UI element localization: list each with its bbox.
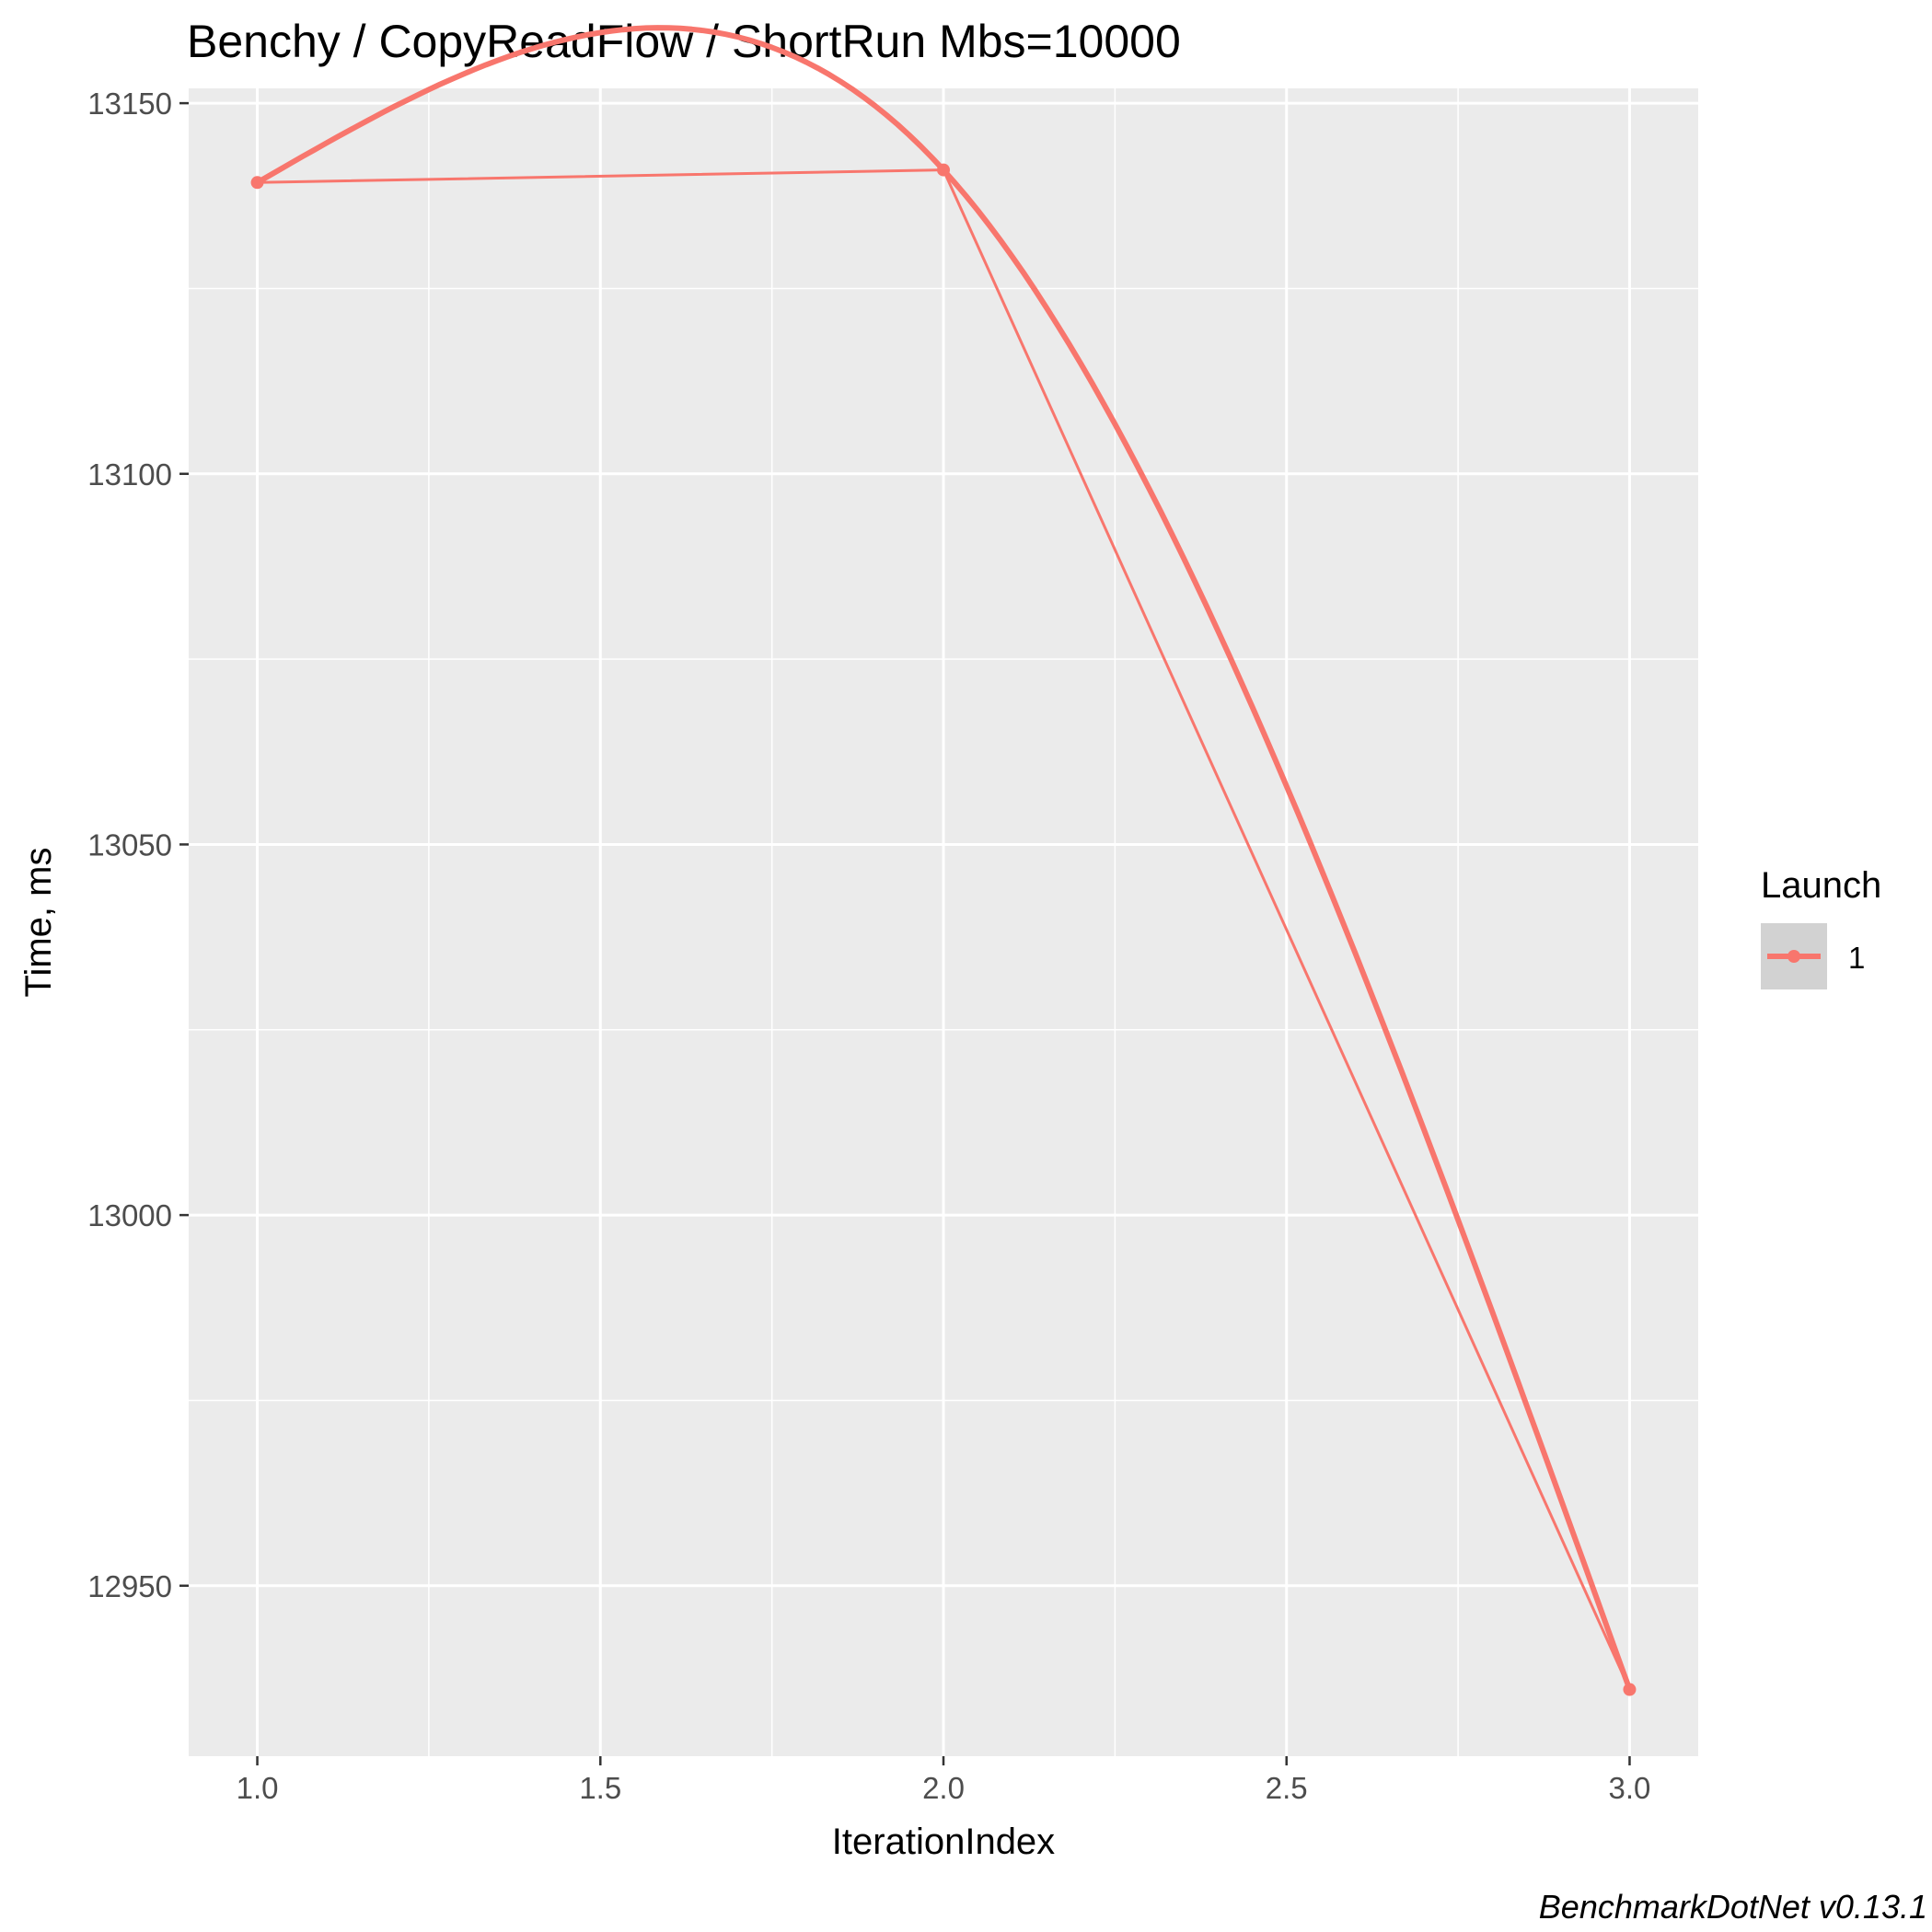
y-tick-label: 13050 [87,827,172,862]
data-point [1623,1683,1637,1696]
y-tick-label: 12950 [87,1569,172,1603]
x-tick-label: 3.0 [1609,1771,1651,1805]
x-axis-title: IterationIndex [832,1822,1055,1862]
x-tick-label: 2.0 [922,1771,965,1805]
y-tick-label: 13150 [87,87,172,121]
y-tick-label: 13000 [87,1198,172,1232]
y-tick-label: 13100 [87,457,172,492]
legend: Launch 1 [1761,865,1881,989]
legend-key-point [1787,950,1800,963]
chart-title: Benchy / CopyReadFlow / ShortRun Mbs=100… [187,16,1181,67]
major-gridlines [189,88,1698,1756]
x-axis-tick-labels: 1.0 1.5 2.0 2.5 3.0 [237,1771,1651,1805]
legend-title: Launch [1761,865,1881,906]
data-point [250,176,264,190]
legend-label: 1 [1848,941,1865,975]
series-layer [250,25,1637,1696]
x-tick-label: 1.0 [237,1771,279,1805]
x-tick-label: 2.5 [1266,1771,1308,1805]
data-point [937,163,950,177]
y-axis-title: Time, ms [18,848,59,998]
x-tick-label: 1.5 [579,1771,621,1805]
y-axis-tick-labels: 12950 13000 13050 13100 13150 [87,87,172,1603]
axis-ticks [179,101,1631,1765]
caption: BenchmarkDotNet v0.13.1 [1539,1888,1927,1926]
